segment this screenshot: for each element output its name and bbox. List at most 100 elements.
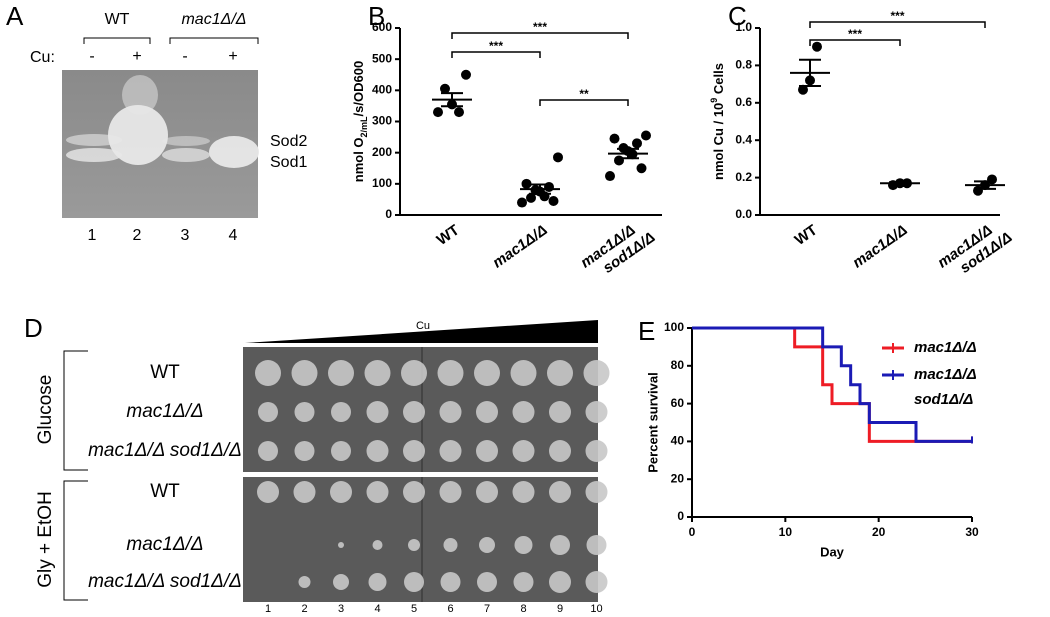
significance-label: *** — [489, 39, 503, 53]
cu-sign: + — [132, 48, 141, 65]
x-tick-label-line: WT — [792, 222, 821, 249]
data-point — [973, 185, 983, 196]
significance-label: *** — [848, 27, 862, 41]
colony-spot — [479, 537, 495, 553]
error-bar — [529, 183, 551, 195]
colony-spot — [439, 440, 462, 462]
spot-number: 10 — [590, 603, 602, 615]
x-tick-label: mac1Δ/Δ — [849, 222, 910, 272]
colony-spot — [258, 441, 278, 461]
data-point — [461, 69, 471, 80]
colony-spot — [408, 539, 420, 551]
colony-spot — [404, 572, 424, 592]
colony-spot — [510, 360, 537, 386]
y-tick-label: 20 — [671, 471, 685, 485]
band-label: Sod1 — [270, 154, 307, 171]
colony-spot — [440, 572, 461, 592]
colony-spot — [585, 481, 608, 503]
colony-spot — [258, 402, 278, 422]
x-tick-label: WT — [792, 222, 821, 249]
y-tick-label: 200 — [372, 145, 392, 159]
data-point — [526, 192, 536, 203]
spot-number: 8 — [520, 603, 526, 615]
strain-label: mac1Δ/Δ sod1Δ/Δ — [88, 440, 242, 461]
colony-spot — [476, 440, 498, 462]
y-tick-label: 1.0 — [735, 20, 752, 34]
colony-spot — [293, 481, 316, 503]
colony-spot — [403, 401, 425, 423]
cu-gradient — [245, 320, 598, 343]
gel-bands — [66, 75, 259, 168]
colony-spot — [368, 573, 387, 591]
colony-spot — [550, 535, 570, 555]
strain-label: WT — [150, 481, 180, 502]
colony-spot — [549, 481, 571, 503]
colony-spot — [403, 440, 425, 462]
colony-spot — [439, 401, 462, 423]
colony-spot — [294, 441, 315, 461]
group-bracket — [83, 37, 259, 44]
panel-label: B — [368, 1, 385, 31]
colony-spot — [476, 481, 498, 503]
cu-sign: - — [89, 48, 94, 65]
error-bar — [799, 58, 821, 87]
colony-spot — [333, 574, 349, 590]
group-label: mac1Δ/Δ — [181, 11, 246, 28]
x-tick-label: 20 — [872, 525, 886, 539]
y-tick-label: 100 — [372, 176, 392, 190]
data-point — [544, 181, 554, 192]
y-tick-label: 0 — [677, 509, 684, 523]
colony-spot — [549, 401, 571, 423]
x-tick-label: mac1Δ/Δ — [489, 222, 550, 272]
significance-label: *** — [533, 20, 547, 34]
legend-label: mac1Δ/Δ — [914, 339, 977, 356]
x-tick-label-line: mac1Δ/Δ — [489, 222, 550, 272]
colony-spot — [549, 440, 571, 462]
colony-spot — [401, 360, 427, 386]
strain-label: mac1Δ/Δ — [126, 401, 203, 422]
lane-number: 1 — [88, 227, 97, 244]
lane-number: 4 — [229, 227, 238, 244]
y-tick-label: 0.0 — [735, 207, 752, 221]
error-bar — [617, 147, 639, 160]
x-tick-label: mac1Δ/Δsod1Δ/Δ — [934, 215, 1015, 286]
colony-spot — [514, 536, 533, 554]
cu-label: Cu: — [30, 49, 55, 66]
data-point — [454, 107, 464, 118]
y-tick-label: 0.6 — [735, 95, 752, 109]
colony-spot — [330, 481, 352, 503]
panel-label: C — [728, 1, 747, 31]
medium-label: Glucose — [35, 375, 56, 445]
colony-spot — [298, 576, 311, 588]
colony-spot — [331, 402, 351, 422]
colony-spot — [585, 401, 608, 423]
y-tick-label: 400 — [372, 83, 392, 97]
y-tick-label: 60 — [671, 396, 685, 410]
cu-label: Cu — [416, 320, 430, 332]
data-point — [609, 133, 620, 144]
colony-spot — [338, 542, 344, 548]
spot-number: 4 — [374, 603, 380, 615]
lane-number: 3 — [181, 227, 190, 244]
y-axis-title-part: nmol Cu / 10 — [711, 103, 726, 180]
colony-spot — [474, 360, 500, 386]
significance-label: ** — [579, 87, 589, 101]
y-axis-title: nmol O2/mL/s/OD600 — [351, 61, 369, 182]
panel-label: A — [6, 1, 24, 31]
error-bar — [974, 180, 996, 190]
medium-bracket — [63, 350, 88, 471]
legend-label: mac1Δ/Δ — [914, 366, 977, 383]
colony-spot — [257, 481, 279, 503]
data-point — [632, 138, 642, 149]
colony-spot — [403, 481, 425, 503]
spot-number: 9 — [557, 603, 563, 615]
y-tick-label: 0.2 — [735, 170, 752, 184]
colony-spot — [328, 360, 354, 386]
y-tick-label: 80 — [671, 358, 685, 372]
spot-number: 3 — [338, 603, 344, 615]
colony-spot — [366, 481, 389, 503]
x-tick-label: 10 — [779, 525, 793, 539]
lane-number: 2 — [133, 227, 142, 244]
group-label: WT — [105, 11, 130, 28]
colony-spot — [366, 401, 389, 423]
